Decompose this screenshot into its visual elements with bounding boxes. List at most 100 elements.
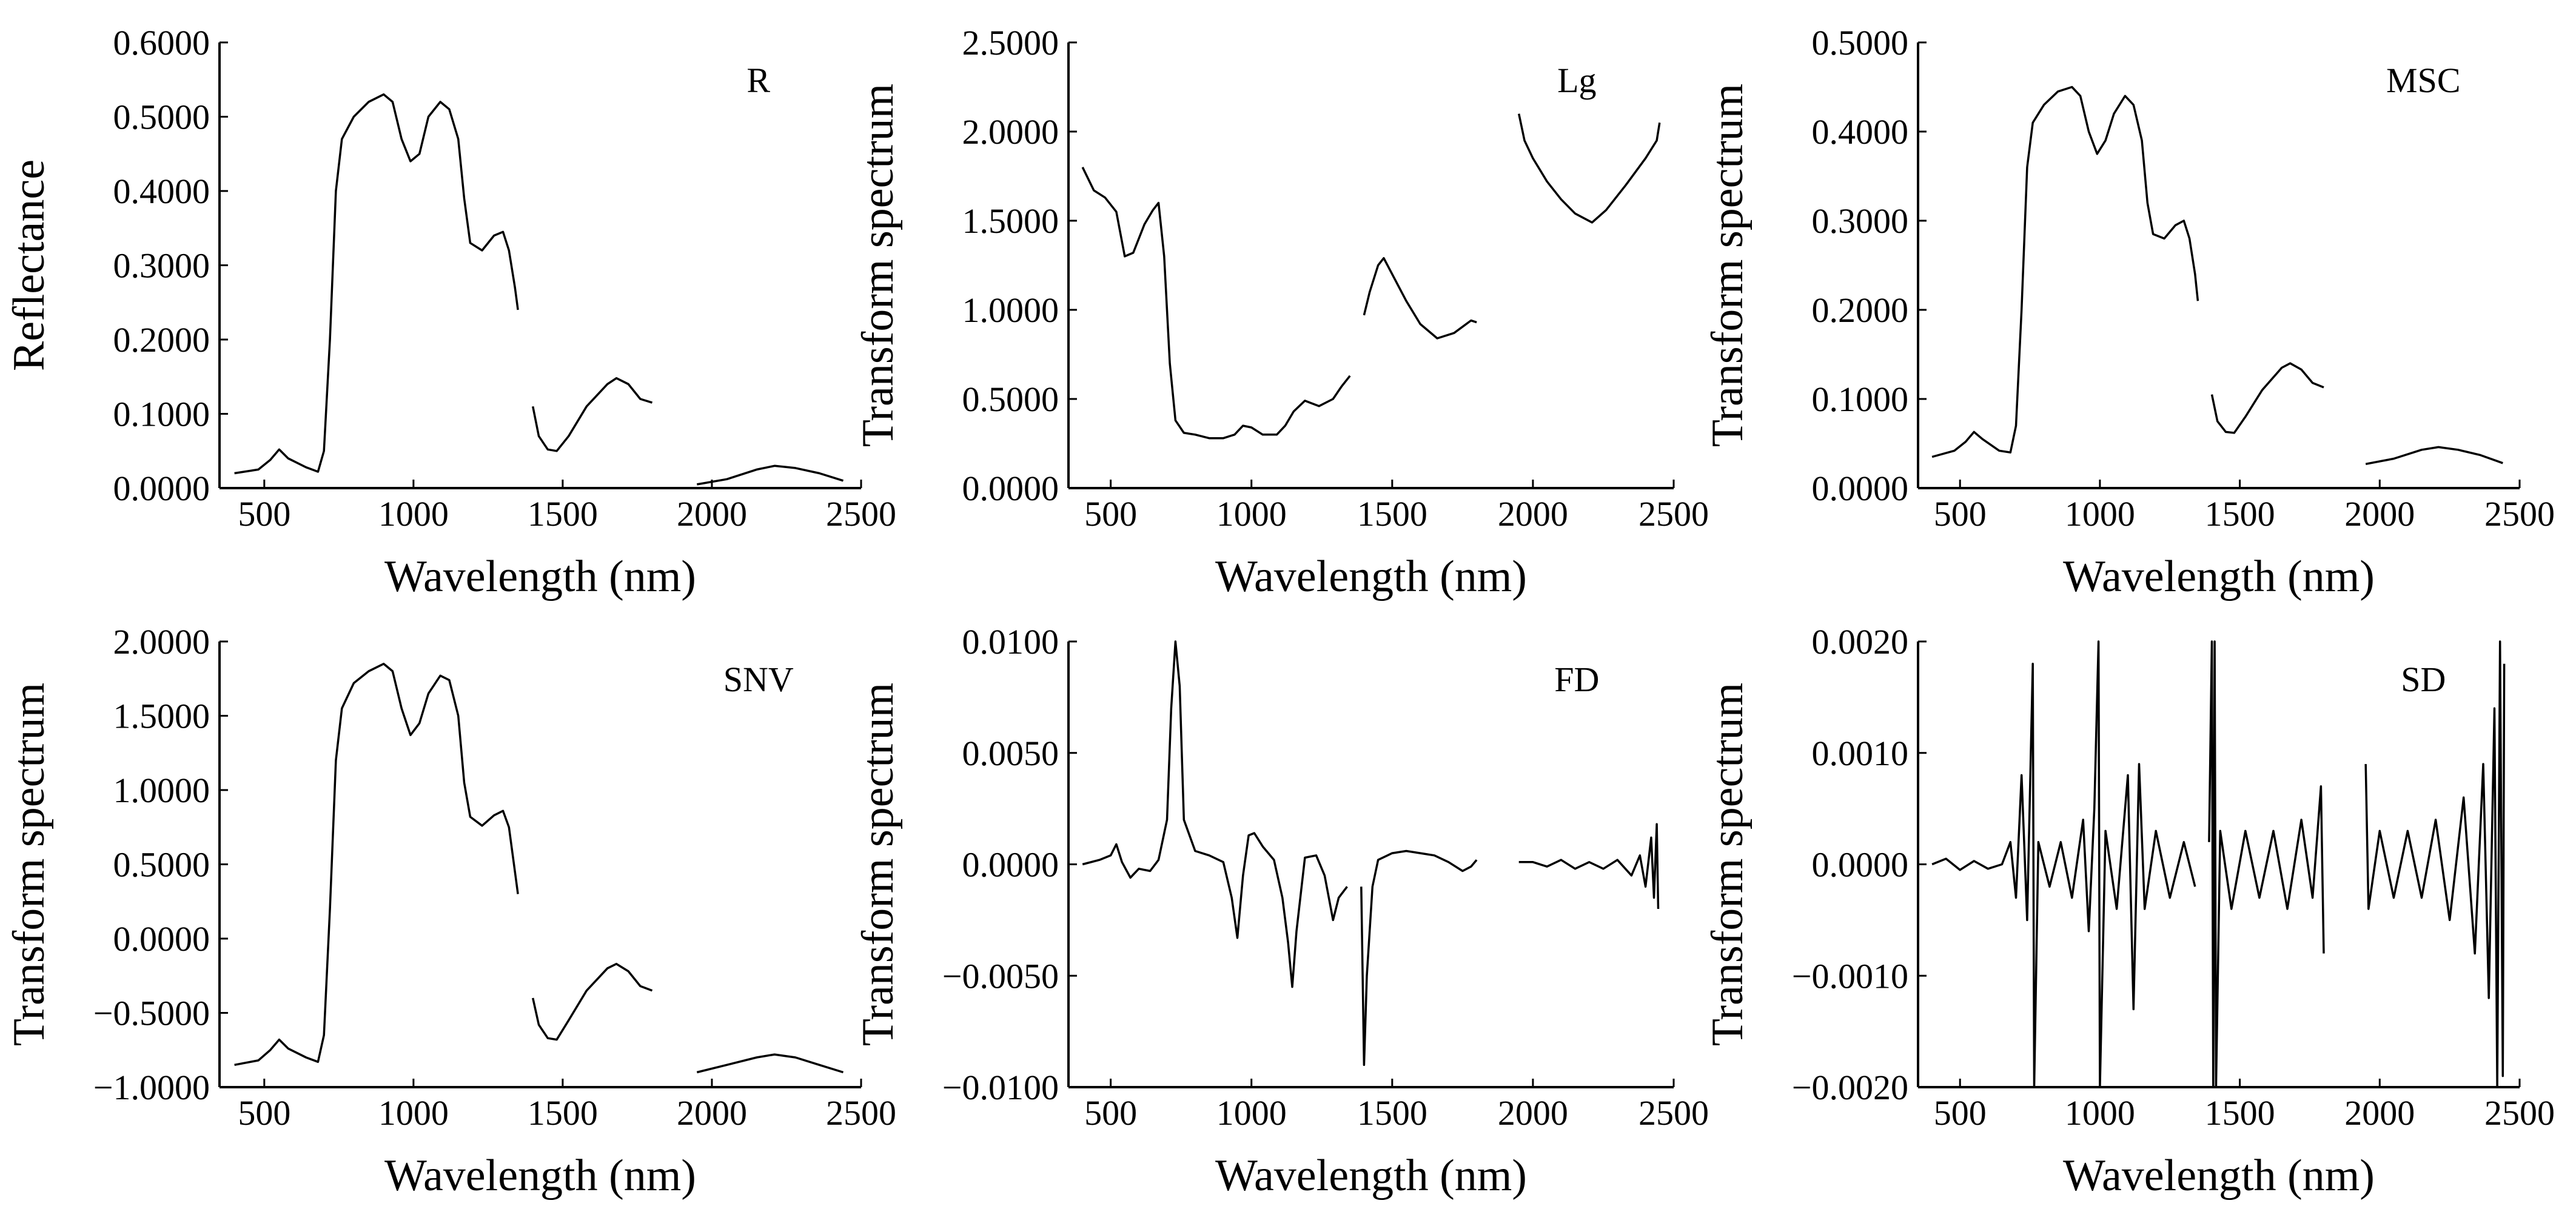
y-tick-label: 0.1000 xyxy=(1812,380,1909,419)
x-tick-label: 1500 xyxy=(528,494,598,534)
x-tick-label: 2000 xyxy=(2344,494,2415,534)
chart-panel-msc: 500 1000 1500 2000 2500 0.0000 0.1000 0.2000 0.3… xyxy=(1703,23,2555,601)
x-axis-label: Wavelength (nm) xyxy=(384,1151,696,1201)
series-line-segment xyxy=(2210,362,2324,434)
x-tick-label: 500 xyxy=(1084,494,1137,534)
y-tick-label: −0.0100 xyxy=(942,1068,1059,1107)
y-axis-label: Transform spectrum xyxy=(853,84,903,447)
x-tick-label: 2500 xyxy=(2484,1093,2555,1133)
x-tick-label: 2500 xyxy=(826,494,896,534)
y-tick-label: −0.0020 xyxy=(1792,1068,1908,1107)
x-tick-label: 1500 xyxy=(2205,1093,2275,1133)
y-tick-label: −0.0050 xyxy=(942,956,1059,996)
y-tick-label: 1.0000 xyxy=(962,290,1059,330)
y-tick-label: 1.5000 xyxy=(962,201,1059,241)
panel-tag: SNV xyxy=(723,660,794,699)
series-line-segment xyxy=(1081,167,1351,440)
y-axis-label: Transform spectrum xyxy=(853,683,903,1046)
y-tick-label: 0.0000 xyxy=(113,919,210,959)
y-tick-label: 2.5000 xyxy=(962,23,1059,62)
panel-tag: SD xyxy=(2401,660,2446,699)
y-tick-label: 0.0050 xyxy=(962,734,1059,773)
x-tick-label: 2000 xyxy=(2344,1093,2415,1133)
y-tick-label: 0.0010 xyxy=(1812,734,1909,773)
series-line-segment xyxy=(2365,446,2503,466)
series-line-segment xyxy=(2364,640,2506,1088)
x-tick-label: 1500 xyxy=(528,1093,598,1133)
y-tick-label: −0.0010 xyxy=(1792,956,1908,996)
y-tick-label: 0.4000 xyxy=(113,172,210,211)
series-line-segment xyxy=(1517,113,1661,224)
series-line-segment xyxy=(1082,640,1348,988)
y-tick-label: 0.1000 xyxy=(113,395,210,434)
series-line-segment xyxy=(2208,640,2325,1088)
x-axis-label: Wavelength (nm) xyxy=(1215,552,1527,601)
y-tick-label: 0.2000 xyxy=(1812,290,1909,330)
chart-panel-lg: 500 1000 1500 2000 2500 0.0000 0.5000 1.0000 1.5… xyxy=(853,23,1709,601)
x-tick-label: 1000 xyxy=(1216,494,1287,534)
y-tick-label: 0.0000 xyxy=(1812,845,1909,885)
y-tick-label: 1.5000 xyxy=(113,697,210,736)
chart-panel-snv: 500 1000 1500 2000 2500 −1.0000 −0.5000 0.0000 0… xyxy=(4,622,896,1201)
y-tick-label: 0.2000 xyxy=(113,320,210,360)
y-tick-label: 0.3000 xyxy=(113,246,210,286)
y-tick-label: 0.0000 xyxy=(962,845,1059,885)
panel-tag: Lg xyxy=(1557,61,1596,100)
series-line-segment xyxy=(1931,640,2196,1088)
y-tick-label: 0.5000 xyxy=(113,845,210,885)
y-tick-label: 0.0100 xyxy=(962,622,1059,662)
y-axis-label: Transform spectrum xyxy=(1703,84,1753,447)
x-tick-label: 500 xyxy=(238,1093,290,1133)
x-axis-label: Wavelength (nm) xyxy=(2063,1151,2375,1201)
x-tick-label: 1500 xyxy=(1357,1093,1427,1133)
y-tick-label: 0.0000 xyxy=(1812,469,1909,508)
chart-panel-fd: 500 1000 1500 2000 2500 −0.0100 −0.0050 0.0000 0… xyxy=(853,622,1709,1201)
y-tick-label: 2.0000 xyxy=(113,622,210,662)
x-tick-label: 2000 xyxy=(1498,1093,1568,1133)
series-line-segment xyxy=(531,377,653,452)
y-tick-label: 0.5000 xyxy=(1812,23,1909,62)
x-tick-label: 2500 xyxy=(1639,494,1709,534)
x-tick-label: 500 xyxy=(1934,494,1987,534)
y-tick-label: 2.0000 xyxy=(962,112,1059,152)
y-tick-label: 0.5000 xyxy=(113,98,210,137)
x-tick-label: 1000 xyxy=(2065,1093,2135,1133)
series-line-segment xyxy=(696,464,844,486)
series-line-segment xyxy=(234,93,519,475)
panel-tag: MSC xyxy=(2386,61,2461,100)
series-line-segment xyxy=(696,1053,844,1074)
series-line-segment xyxy=(1360,849,1478,1067)
x-axis-label: Wavelength (nm) xyxy=(2063,552,2375,601)
y-axis-label: Reflectance xyxy=(4,159,54,371)
x-tick-label: 500 xyxy=(238,494,290,534)
x-tick-label: 2500 xyxy=(826,1093,896,1133)
y-tick-label: −1.0000 xyxy=(93,1068,210,1107)
x-axis-label: Wavelength (nm) xyxy=(384,552,696,601)
y-tick-label: 1.0000 xyxy=(113,771,210,810)
x-tick-label: 2000 xyxy=(677,494,747,534)
x-tick-label: 2000 xyxy=(1498,494,1568,534)
y-tick-label: 0.0000 xyxy=(113,469,210,508)
x-tick-label: 2500 xyxy=(1639,1093,1709,1133)
x-tick-label: 500 xyxy=(1084,1093,1137,1133)
x-tick-label: 2500 xyxy=(2484,494,2555,534)
y-tick-label: 0.5000 xyxy=(962,380,1059,419)
x-tick-label: 1500 xyxy=(1357,494,1427,534)
chart-panel-r: 500 1000 1500 2000 2500 0.0000 0.1000 0.2000 0.3… xyxy=(4,23,896,601)
y-tick-label: 0.3000 xyxy=(1812,201,1909,241)
series-line-segment xyxy=(1931,85,2199,458)
y-tick-label: 0.0020 xyxy=(1812,622,1909,662)
x-tick-label: 1000 xyxy=(2065,494,2135,534)
y-tick-label: 0.0000 xyxy=(962,469,1059,508)
series-line-segment xyxy=(1518,823,1660,909)
y-tick-label: 0.6000 xyxy=(113,23,210,62)
series-line-segment xyxy=(234,663,519,1067)
x-tick-label: 2000 xyxy=(677,1093,747,1133)
x-tick-label: 1500 xyxy=(2205,494,2275,534)
y-axis-label: Transform spectrum xyxy=(4,683,54,1046)
panel-tag: FD xyxy=(1554,660,1599,699)
y-axis-label: Transform spectrum xyxy=(1703,683,1753,1046)
x-tick-label: 1000 xyxy=(1216,1093,1287,1133)
y-tick-label: 0.4000 xyxy=(1812,112,1909,152)
